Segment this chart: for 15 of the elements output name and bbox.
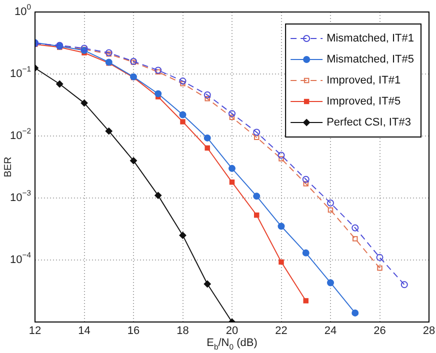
x-tick-label: 14 (78, 325, 90, 338)
y-axis-title: BER (2, 156, 14, 178)
x-tick-label: 26 (374, 325, 386, 338)
legend-label: Improved, IT#1 (326, 74, 401, 87)
x-tick-label: 18 (176, 325, 189, 338)
x-tick-label: 20 (226, 325, 238, 338)
x-tick-label: 16 (127, 325, 140, 338)
x-tick-label: 22 (275, 325, 288, 338)
x-tick-label: 12 (28, 325, 42, 338)
legend-label: Mismatched, IT#5 (326, 54, 414, 66)
legend-label: Improved, IT#5 (326, 96, 401, 108)
x-tick-label: 28 (422, 325, 436, 338)
x-tick-label: 24 (324, 325, 337, 338)
legend-label: Mismatched, IT#1 (326, 32, 414, 45)
legend-label: Perfect CSI, IT#3 (326, 116, 411, 129)
